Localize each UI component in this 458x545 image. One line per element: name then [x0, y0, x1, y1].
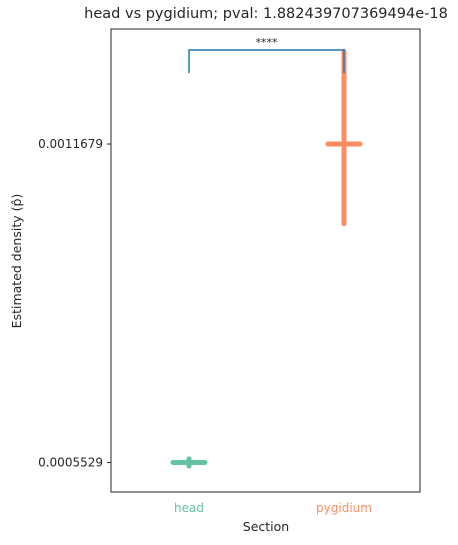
plot-frame: [110, 28, 421, 493]
y-axis-label: Estimated density (p̂): [9, 194, 24, 329]
x-tick-label: head: [174, 501, 204, 515]
chart-marks: 0.0005529 0.0011679 head pygidium ****: [38, 36, 372, 515]
y-tick-label: 0.0005529: [38, 456, 103, 470]
significance-bracket: [188, 49, 345, 73]
chart-title: head vs pygidium; pval: 1.88243970736949…: [84, 6, 448, 22]
x-axis-label: Section: [243, 519, 289, 534]
x-tick-label: pygidium: [316, 501, 372, 515]
significance-label: ****: [256, 36, 279, 49]
y-tick-label: 0.0011679: [38, 137, 103, 151]
